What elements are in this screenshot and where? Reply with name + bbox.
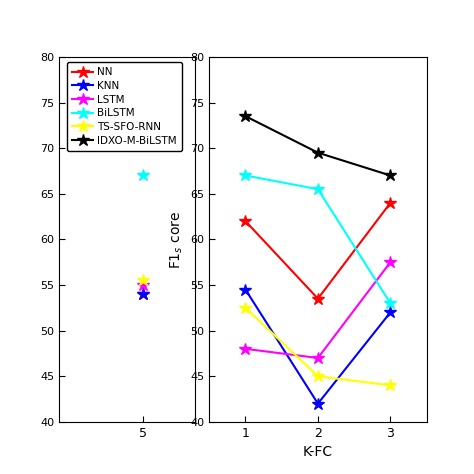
X-axis label: K-FC: K-FC — [303, 445, 333, 459]
Legend: NN, KNN, LSTM, BiLSTM, TS-SFO-RNN, IDXO-M-BiLSTM: NN, KNN, LSTM, BiLSTM, TS-SFO-RNN, IDXO-… — [67, 62, 182, 151]
Y-axis label: F1$_s$ core: F1$_s$ core — [168, 210, 185, 269]
